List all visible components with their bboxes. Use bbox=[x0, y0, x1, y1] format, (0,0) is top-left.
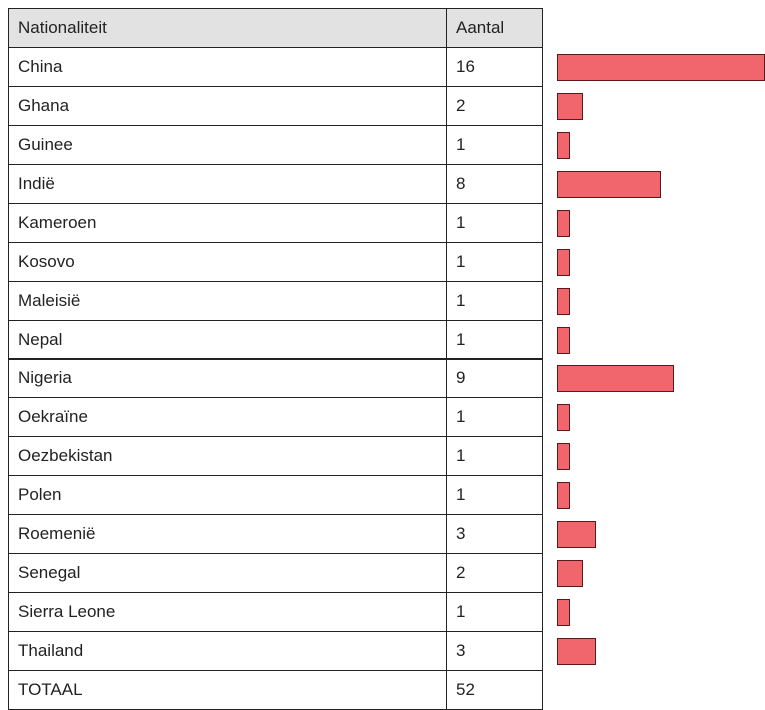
name-cell: Nigeria bbox=[8, 358, 447, 399]
bar bbox=[557, 131, 570, 159]
name-cell: China bbox=[8, 46, 447, 87]
bar bbox=[557, 560, 583, 588]
bar bbox=[557, 482, 570, 510]
bar bbox=[557, 287, 570, 315]
bar bbox=[557, 404, 570, 432]
name-cell: Senegal bbox=[8, 553, 447, 594]
count-cell: 1 bbox=[446, 124, 543, 165]
bar bbox=[557, 365, 674, 393]
name-cell: Nepal bbox=[8, 319, 447, 360]
bar bbox=[557, 209, 570, 237]
count-cell: 8 bbox=[446, 163, 543, 204]
bar bbox=[557, 443, 570, 471]
bar bbox=[557, 170, 661, 198]
count-cell: 9 bbox=[446, 358, 543, 399]
name-cell: Roemenië bbox=[8, 514, 447, 555]
bar bbox=[557, 248, 570, 276]
bar bbox=[557, 521, 596, 549]
bar bbox=[557, 599, 570, 627]
name-cell: TOTAAL bbox=[8, 670, 447, 710]
count-cell: 1 bbox=[446, 436, 543, 477]
count-cell: 1 bbox=[446, 475, 543, 516]
name-cell: Kameroen bbox=[8, 202, 447, 243]
count-cell: 52 bbox=[446, 670, 543, 710]
bar bbox=[557, 53, 765, 81]
name-cell: Maleisië bbox=[8, 280, 447, 321]
name-cell: Guinee bbox=[8, 124, 447, 165]
count-cell: 2 bbox=[446, 553, 543, 594]
count-cell: 1 bbox=[446, 241, 543, 282]
count-cell: Aantal bbox=[446, 8, 543, 48]
count-cell: 1 bbox=[446, 202, 543, 243]
count-cell: 1 bbox=[446, 592, 543, 633]
count-cell: 16 bbox=[446, 46, 543, 87]
name-cell: Thailand bbox=[8, 631, 447, 672]
count-cell: 1 bbox=[446, 280, 543, 321]
name-cell: Nationaliteit bbox=[8, 8, 447, 48]
name-cell: Sierra Leone bbox=[8, 592, 447, 633]
name-cell: Oekraïne bbox=[8, 397, 447, 438]
name-cell: Oezbekistan bbox=[8, 436, 447, 477]
name-cell: Polen bbox=[8, 475, 447, 516]
count-cell: 3 bbox=[446, 631, 543, 672]
count-cell: 1 bbox=[446, 319, 543, 360]
count-cell: 2 bbox=[446, 85, 543, 126]
name-cell: Ghana bbox=[8, 85, 447, 126]
bar bbox=[557, 638, 596, 666]
count-cell: 1 bbox=[446, 397, 543, 438]
count-cell: 3 bbox=[446, 514, 543, 555]
bar bbox=[557, 92, 583, 120]
name-cell: Kosovo bbox=[8, 241, 447, 282]
name-cell: Indië bbox=[8, 163, 447, 204]
bar bbox=[557, 326, 570, 354]
